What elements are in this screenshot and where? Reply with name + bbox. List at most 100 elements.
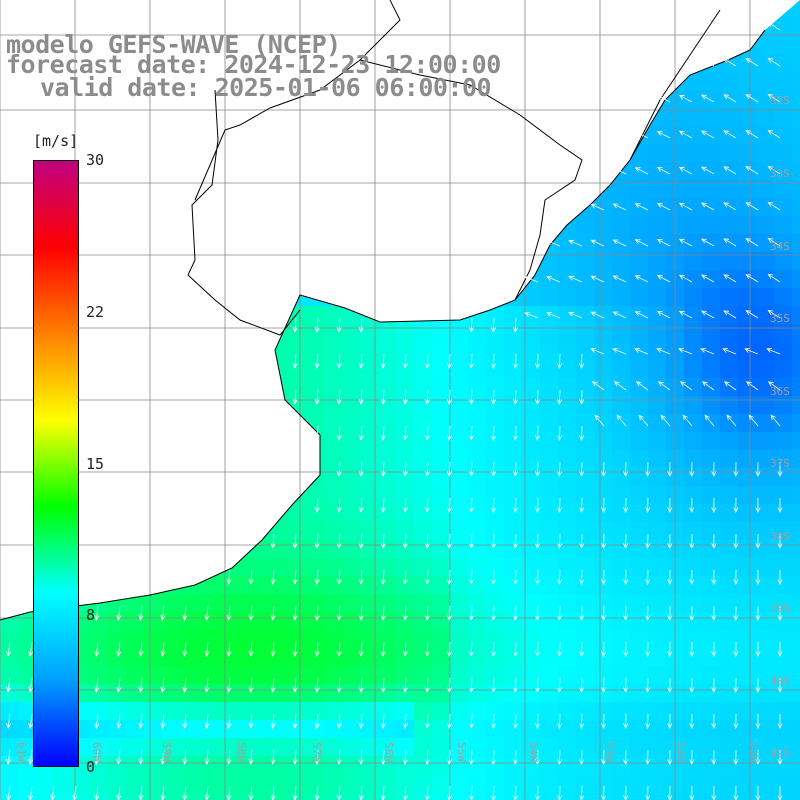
wind-speed-cell — [720, 702, 738, 720]
wind-speed-cell — [522, 666, 540, 684]
wind-arrow — [358, 641, 364, 657]
wind-speed-cell — [576, 774, 594, 792]
wind-speed-cell — [486, 558, 504, 576]
wind-speed-cell — [774, 792, 792, 800]
wind-speed-cell — [486, 414, 504, 432]
wind-arrow — [314, 425, 320, 441]
wind-speed-cell — [630, 180, 648, 198]
wind-speed-cell — [396, 540, 414, 558]
wind-arrow — [380, 389, 386, 405]
wind-arrow — [723, 238, 737, 247]
wind-arrow — [645, 713, 651, 729]
colorbar-tick-label: 15 — [86, 454, 105, 473]
wind-speed-cell — [702, 522, 720, 540]
wind-speed-cell — [414, 342, 432, 360]
wind-speed-cell — [162, 684, 180, 702]
wind-speed-cell — [432, 540, 450, 558]
wind-arrow — [468, 461, 474, 477]
wind-speed-cell — [702, 72, 720, 90]
wind-speed-cell — [360, 594, 378, 612]
wind-speed-cell — [720, 540, 738, 558]
wind-speed-cell — [486, 324, 504, 342]
wind-speed-cell — [468, 576, 486, 594]
wind-speed-cell — [558, 540, 576, 558]
wind-arrow — [667, 749, 673, 765]
wind-speed-cell — [774, 378, 792, 396]
wind-speed-cell — [756, 198, 774, 216]
wind-speed-cell — [756, 288, 774, 306]
wind-speed-cell — [324, 792, 342, 800]
wind-speed-cell — [342, 360, 360, 378]
wind-speed-cell — [630, 252, 648, 270]
wind-speed-cell — [630, 486, 648, 504]
wind-speed-cell — [738, 162, 756, 180]
wind-speed-cell — [162, 594, 180, 612]
wind-speed-cell — [792, 684, 800, 702]
wind-speed-cell — [360, 540, 378, 558]
wind-speed-cell — [648, 792, 666, 800]
wind-speed-cell — [774, 36, 792, 54]
wind-speed-cell — [396, 720, 414, 738]
wind-speed-cell — [684, 90, 702, 108]
wind-arrow — [380, 425, 386, 441]
wind-speed-cell — [540, 540, 558, 558]
wind-speed-cell — [486, 450, 504, 468]
wind-speed-cell — [522, 324, 540, 342]
wind-arrow — [667, 713, 673, 729]
wind-arrow — [568, 275, 583, 283]
wind-speed-cell — [342, 792, 360, 800]
wind-speed-cell — [414, 756, 432, 774]
wind-arrow — [546, 240, 561, 247]
wind-speed-cell — [540, 774, 558, 792]
wind-arrow — [557, 497, 563, 513]
wind-speed-cell — [576, 216, 594, 234]
wind-speed-cell — [684, 432, 702, 450]
wind-speed-cell — [684, 630, 702, 648]
wind-arrow — [612, 167, 627, 175]
wind-arrow — [612, 275, 627, 283]
wind-speed-cell — [468, 378, 486, 396]
wind-speed-cell — [414, 540, 432, 558]
wind-speed-cell — [414, 360, 432, 378]
wind-speed-cell — [396, 738, 414, 756]
wind-arrow — [601, 497, 607, 513]
wind-arrow — [767, 165, 781, 175]
wind-speed-cell — [630, 342, 648, 360]
wind-speed-cell — [396, 702, 414, 720]
wind-speed-cell — [702, 630, 720, 648]
wind-arrow — [557, 749, 563, 765]
wind-arrow — [634, 311, 649, 319]
wind-arrow — [116, 641, 122, 657]
wind-speed-cell — [504, 738, 522, 756]
wind-arrow — [645, 605, 651, 621]
wind-speed-cell — [684, 648, 702, 666]
wind-arrow — [723, 166, 737, 175]
wind-speed-cell — [504, 540, 522, 558]
wind-speed-cell — [774, 630, 792, 648]
wind-speed-cell — [684, 342, 702, 360]
wind-speed-cell — [162, 792, 180, 800]
wind-speed-cell — [720, 756, 738, 774]
wind-arrow — [358, 713, 364, 729]
wind-speed-cell — [756, 594, 774, 612]
wind-speed-cell — [702, 396, 720, 414]
wind-speed-cell — [90, 720, 108, 738]
wind-arrow — [568, 311, 583, 319]
wind-speed-cell — [756, 576, 774, 594]
wind-speed-cell — [594, 450, 612, 468]
wind-arrow — [226, 677, 232, 693]
wind-speed-cell — [180, 702, 198, 720]
wind-speed-cell — [378, 630, 396, 648]
wind-speed-cell — [576, 360, 594, 378]
wind-arrow — [767, 309, 781, 319]
wind-speed-cell — [684, 378, 702, 396]
wind-speed-cell — [612, 270, 630, 288]
wind-arrow — [292, 713, 298, 729]
wind-arrow — [678, 166, 693, 175]
wind-speed-cell — [432, 594, 450, 612]
wind-arrow — [94, 677, 100, 693]
wind-speed-cell — [558, 324, 576, 342]
wind-speed-cell — [774, 144, 792, 162]
wind-speed-cell — [576, 342, 594, 360]
wind-arrow — [314, 749, 320, 765]
